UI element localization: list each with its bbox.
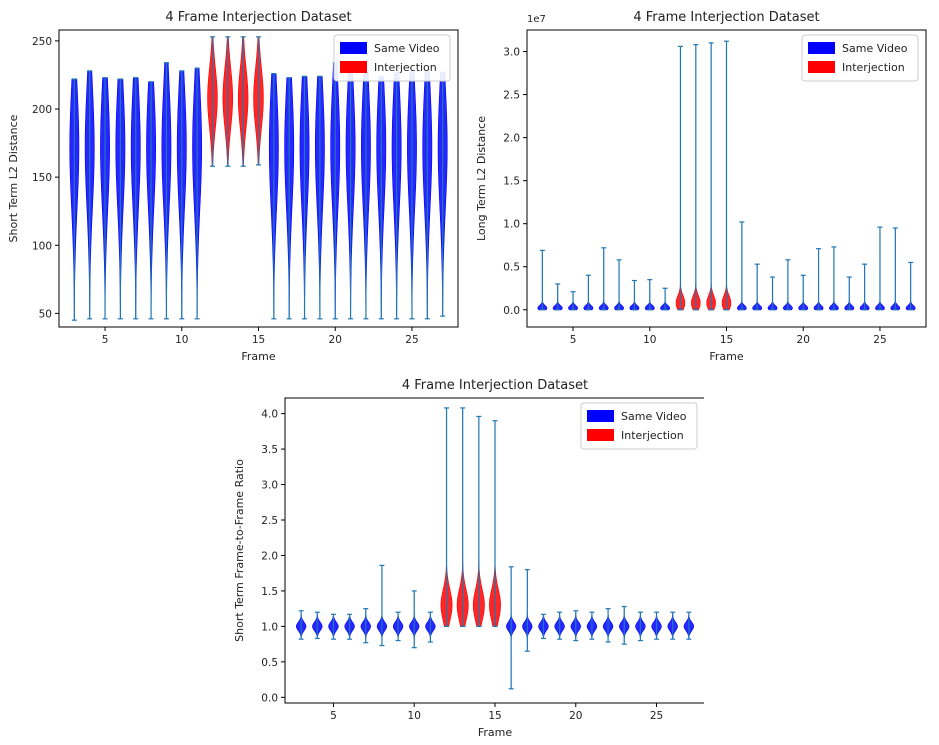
chart-title: 4 Frame Interjection Dataset <box>633 10 819 25</box>
legend-swatch <box>340 61 367 73</box>
x-tick-label: 10 <box>175 334 188 346</box>
legend-swatch <box>587 410 614 422</box>
violin-same-video <box>376 565 388 646</box>
y-tick-label: 1.0 <box>261 621 278 633</box>
y-tick-label: 1.5 <box>261 586 278 598</box>
chart-frame-ratio: 4 Frame Interjection Dataset Frame Short T… <box>235 378 704 739</box>
y-tick-label: 2.5 <box>503 90 520 102</box>
y-axis-label: Short Term Frame-to-Frame Ratio <box>235 459 246 642</box>
legend-swatch <box>808 61 835 73</box>
chart-title: 4 Frame Interjection Dataset <box>402 378 588 393</box>
y-axis-label: Long Term L2 Distance <box>475 116 488 241</box>
chart-title: 4 Frame Interjection Dataset <box>165 10 351 25</box>
y-tick-label: 3.0 <box>503 47 520 59</box>
x-tick-label: 5 <box>330 710 337 722</box>
y-tick-label: 2.5 <box>261 515 278 527</box>
x-tick-label: 15 <box>488 710 501 722</box>
y-tick-label: 0.0 <box>503 305 520 317</box>
y-axis-label: Short Term L2 Distance <box>7 114 20 242</box>
chart-short-term-l2: 4 Frame Interjection Dataset Frame Short T… <box>7 10 459 363</box>
legend-label: Interjection <box>374 61 437 74</box>
y-tick-label: 100 <box>32 240 52 252</box>
chart-long-term-l2: 4 Frame Interjection Dataset Frame Long Te… <box>475 10 927 363</box>
y-tick-label: 1.0 <box>503 219 520 231</box>
y-tick-label: 50 <box>39 308 52 320</box>
y-tick-label: 2.0 <box>503 133 520 145</box>
x-axis-label: Frame <box>241 350 276 363</box>
x-tick-label: 5 <box>102 334 109 346</box>
y-tick-label: 0.5 <box>261 657 278 669</box>
legend-label: Interjection <box>621 429 684 442</box>
y-tick-label: 1.5 <box>503 176 520 188</box>
y-tick-label: 0.5 <box>503 262 520 274</box>
y-offset-label: 1e7 <box>527 14 546 25</box>
y-tick-label: 3.5 <box>261 444 278 456</box>
x-tick-label: 25 <box>405 334 418 346</box>
legend-label: Same Video <box>374 42 440 55</box>
x-tick-label: 5 <box>570 334 577 346</box>
legend-label: Interjection <box>842 61 905 74</box>
legend-label: Same Video <box>621 410 687 423</box>
y-tick-label: 3.0 <box>261 480 278 492</box>
x-tick-label: 10 <box>643 334 656 346</box>
x-tick-label: 10 <box>408 710 421 722</box>
y-tick-label: 250 <box>32 36 52 48</box>
x-axis-label: Frame <box>709 350 744 363</box>
x-tick-label: 15 <box>720 334 733 346</box>
x-tick-label: 25 <box>650 710 663 722</box>
legend-label: Same Video <box>842 42 908 55</box>
y-tick-label: 0.0 <box>261 692 278 704</box>
x-axis-label: Frame <box>478 726 513 739</box>
x-tick-label: 20 <box>797 334 810 346</box>
legend-swatch <box>808 42 835 54</box>
y-tick-label: 4.0 <box>261 409 278 421</box>
legend-swatch <box>587 429 614 441</box>
x-tick-label: 20 <box>329 334 342 346</box>
x-tick-label: 25 <box>873 334 886 346</box>
y-tick-label: 200 <box>32 104 52 116</box>
y-tick-label: 2.0 <box>261 550 278 562</box>
x-tick-label: 15 <box>252 334 265 346</box>
x-tick-label: 20 <box>569 710 582 722</box>
y-tick-label: 150 <box>32 172 52 184</box>
legend-swatch <box>340 42 367 54</box>
